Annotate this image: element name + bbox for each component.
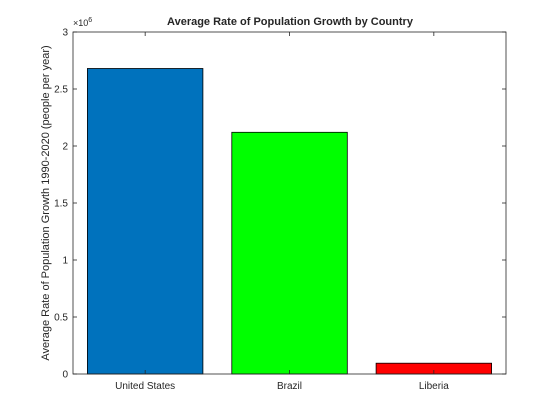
y-exponent-label: ×106 [73,17,92,28]
bar-brazil [231,131,348,375]
x-axis: United States Brazil Liberia [115,32,449,392]
y-exponent-power: 6 [88,17,92,24]
bar-united-states [87,68,204,375]
y-tick-label: 0 [62,370,68,381]
y-tick-label: 2.5 [54,85,68,96]
y-exponent-base: ×10 [73,18,88,28]
x-tick-label: Liberia [419,381,449,392]
y-tick-label: 2 [62,142,68,153]
y-tick-label: 3 [62,28,68,39]
x-tick-label: Brazil [277,381,302,392]
chart-title: Average Rate of Population Growth by Cou… [167,16,414,28]
y-tick-label: 1.5 [54,199,68,210]
y-tick-label: 1 [62,256,68,267]
x-tick-label: United States [115,381,175,392]
bars-group [87,68,493,375]
y-axis: 0 0.5 1 1.5 2 2.5 3 [54,28,506,381]
y-tick-label: 0.5 [54,313,68,324]
y-axis-label: Average Rate of Population Growth 1990-2… [40,45,52,360]
